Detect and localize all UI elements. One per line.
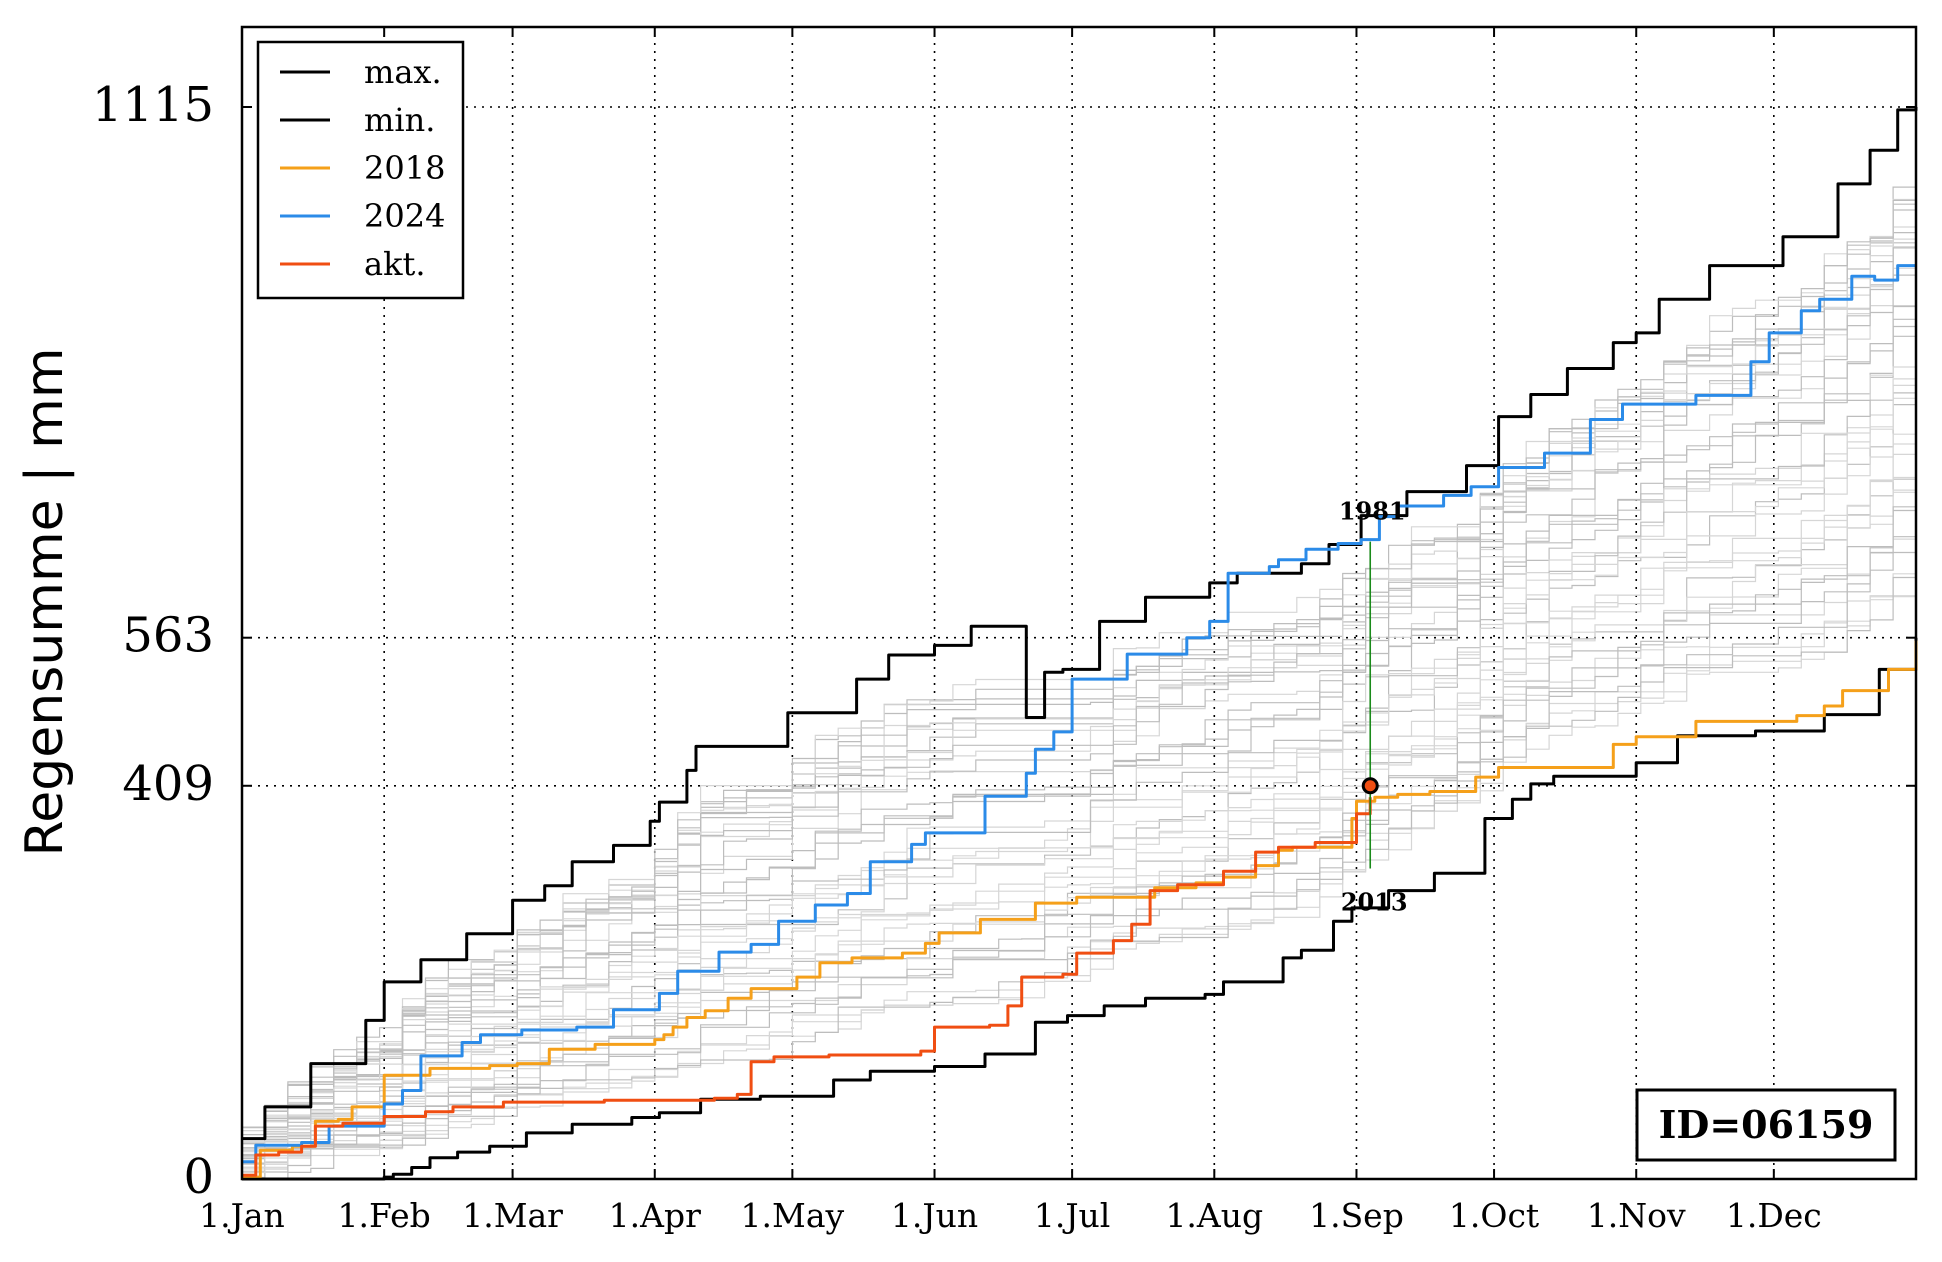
background-year-line: [242, 514, 1917, 1180]
x-tick-label: 1.Dec: [1726, 1196, 1822, 1235]
y-axis-label: Regensumme | mm: [15, 348, 75, 857]
background-year-line: [242, 532, 1917, 1173]
background-year-line: [242, 548, 1917, 1180]
current-value-marker: [1361, 777, 1379, 795]
legend-label: max.: [364, 53, 442, 91]
range-top-label: 1981: [1339, 497, 1406, 526]
background-year-line: [242, 426, 1917, 1168]
x-tick-label: 1.Jan: [199, 1196, 285, 1235]
series-line-max: [242, 107, 1918, 1141]
background-year-line: [242, 573, 1916, 1172]
station-id-frame: [1635, 1088, 1897, 1162]
x-tick-label: 1.Jun: [891, 1196, 978, 1235]
background-year-line: [242, 247, 1917, 1160]
background-year-line: [242, 199, 1916, 1128]
legend-box: [256, 40, 465, 300]
legend-label: 2018: [364, 149, 445, 187]
legend-label: akt.: [364, 245, 426, 283]
x-tick-labels: 1.Jan 1.Feb 1.Mar 1.Apr 1.May 1.Jun 1.Jul 1.Aug…: [199, 1196, 1822, 1235]
background-year-line: [242, 238, 1917, 1158]
axes: [240, 25, 1918, 1181]
background-year-line: [242, 372, 1917, 1178]
x-tick-label: 1.Apr: [609, 1196, 701, 1235]
series-group: [242, 107, 1918, 1181]
x-tick-label: 1.Sep: [1309, 1196, 1404, 1235]
annotation-group: 1981 2013: [1339, 497, 1408, 917]
series-line-2018: [242, 640, 1918, 1179]
background-year-line: [242, 431, 1917, 1168]
y-tick-label: 0: [183, 1149, 214, 1205]
x-tick-label: 1.Feb: [338, 1196, 431, 1235]
x-tick-label: 1.Jul: [1034, 1196, 1111, 1235]
x-tick-label: 1.Mar: [462, 1196, 563, 1235]
legend: max. min. 2018 2024 akt.: [256, 40, 465, 300]
plot-frame: [240, 25, 1918, 1181]
background-year-line: [242, 173, 1917, 1151]
series-line-akt: [242, 797, 1372, 1177]
y-tick-label: 409: [122, 756, 214, 812]
background-year-line: [242, 497, 1917, 1157]
background-year-line: [242, 475, 1917, 1164]
legend-label: min.: [364, 101, 435, 139]
background-year-line: [242, 305, 1916, 1144]
station-id-box: ID=06159: [1635, 1088, 1897, 1162]
x-tick-label: 1.Aug: [1165, 1196, 1263, 1235]
background-year-line: [242, 226, 1917, 1150]
background-year-line: [242, 566, 1917, 1159]
background-year-line: [242, 357, 1917, 1149]
background-year-line: [242, 487, 1917, 1153]
series-line-2024: [242, 264, 1916, 1164]
background-year-line: [242, 559, 1917, 1170]
background-year-line: [242, 203, 1917, 1140]
background-year-line: [242, 401, 1917, 1156]
background-year-line: [242, 522, 1917, 1165]
background-year-line: [242, 503, 1917, 1173]
legend-label: 2024: [364, 197, 445, 235]
station-id-label: ID=06159: [1659, 1102, 1874, 1147]
y-tick-labels: 0 409 563 1115: [92, 77, 214, 1205]
background-year-line: [242, 384, 1916, 1158]
x-tick-label: 1.Oct: [1449, 1196, 1539, 1235]
series-line-min: [242, 637, 1918, 1181]
background-years: [242, 173, 1917, 1180]
background-year-line: [242, 232, 1916, 1136]
range-bottom-label: 2013: [1341, 887, 1408, 916]
x-tick-label: 1.May: [741, 1196, 845, 1235]
grid-lines: [242, 27, 1916, 1179]
y-tick-label: 563: [122, 608, 214, 664]
background-year-line: [242, 368, 1917, 1142]
x-tick-label: 1.Nov: [1587, 1196, 1686, 1235]
background-year-line: [242, 422, 1917, 1151]
y-tick-label: 1115: [92, 77, 214, 133]
background-year-line: [242, 310, 1917, 1145]
background-year-line: [242, 232, 1917, 1132]
background-year-line: [242, 199, 1917, 1129]
